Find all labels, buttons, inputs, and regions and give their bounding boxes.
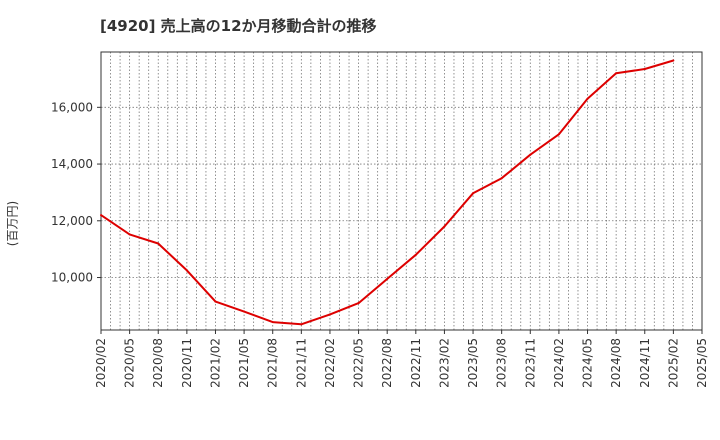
data-point bbox=[643, 68, 646, 71]
x-tick-label: 2023/11 bbox=[523, 338, 537, 388]
x-tick-label: 2024/02 bbox=[552, 338, 566, 388]
x-tick-label: 2020/05 bbox=[123, 338, 137, 388]
data-point bbox=[100, 214, 102, 217]
x-tick-label: 2025/02 bbox=[666, 338, 680, 388]
plot-area bbox=[101, 52, 702, 330]
data-point bbox=[443, 225, 446, 228]
data-point bbox=[586, 97, 589, 100]
data-point bbox=[357, 302, 360, 305]
data-point bbox=[157, 242, 160, 245]
data-point bbox=[472, 192, 475, 195]
data-point bbox=[271, 321, 274, 324]
x-tick-label: 2022/11 bbox=[409, 338, 423, 388]
x-tick-label: 2023/08 bbox=[495, 338, 509, 388]
data-point bbox=[414, 253, 417, 256]
x-tick-label: 2021/11 bbox=[294, 338, 308, 388]
x-tick-label: 2020/02 bbox=[94, 338, 108, 388]
y-tick-label: 14,000 bbox=[51, 157, 93, 171]
x-tick-label: 2023/05 bbox=[466, 338, 480, 388]
x-tick-label: 2022/05 bbox=[352, 338, 366, 388]
x-tick-label: 2020/11 bbox=[180, 338, 194, 388]
data-point bbox=[328, 313, 331, 316]
data-point bbox=[615, 72, 618, 75]
y-tick-label: 16,000 bbox=[51, 100, 93, 114]
plot-frame bbox=[100, 51, 703, 331]
data-point bbox=[128, 233, 131, 236]
x-tick-label: 2020/08 bbox=[151, 338, 165, 388]
x-tick-label: 2024/08 bbox=[609, 338, 623, 388]
x-tick-label: 2024/05 bbox=[581, 338, 595, 388]
x-tick-label: 2021/05 bbox=[237, 338, 251, 388]
x-tick-label: 2025/05 bbox=[695, 338, 709, 388]
data-point bbox=[386, 277, 389, 280]
x-tick-label: 2024/11 bbox=[638, 338, 652, 388]
data-point bbox=[300, 323, 303, 326]
data-point bbox=[529, 153, 532, 156]
data-point bbox=[214, 300, 217, 303]
x-tick-label: 2022/02 bbox=[323, 338, 337, 388]
data-point bbox=[500, 177, 503, 180]
chart-title: [4920] 売上高の12か月移動合計の推移 bbox=[100, 17, 377, 35]
data-point bbox=[185, 269, 188, 272]
data-point bbox=[557, 133, 560, 136]
x-tick-label: 2022/08 bbox=[380, 338, 394, 388]
y-tick-label: 10,000 bbox=[51, 271, 93, 285]
x-tick-label: 2021/02 bbox=[208, 338, 222, 388]
y-tick-label: 12,000 bbox=[51, 214, 93, 228]
x-tick-label: 2021/08 bbox=[266, 338, 280, 388]
data-point bbox=[672, 59, 675, 62]
data-point bbox=[243, 310, 246, 313]
x-tick-label: 2023/02 bbox=[437, 338, 451, 388]
